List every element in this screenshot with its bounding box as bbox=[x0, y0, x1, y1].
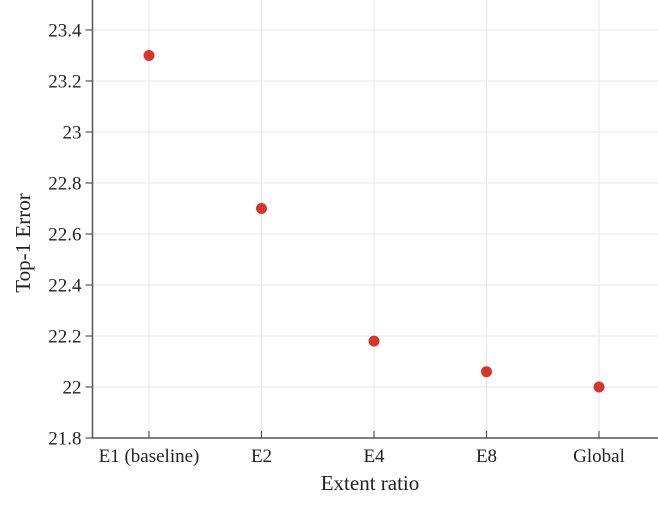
y-tick-label: 22.2 bbox=[48, 327, 81, 348]
data-point bbox=[368, 335, 380, 347]
y-tick-label: 22 bbox=[63, 378, 82, 399]
x-axis-title: Extent ratio bbox=[320, 471, 420, 495]
x-tick-label: E4 bbox=[363, 446, 385, 467]
y-axis-title: Top-1 Error bbox=[11, 193, 35, 293]
x-tick-label: Global bbox=[573, 446, 625, 467]
data-point bbox=[143, 50, 155, 61]
y-tick-label: 22.6 bbox=[48, 225, 81, 246]
data-point bbox=[481, 366, 492, 378]
data-point bbox=[593, 381, 605, 393]
x-tick-label: E2 bbox=[251, 446, 272, 467]
y-tick-label: 23.4 bbox=[48, 21, 82, 42]
x-tick-label: E1 (baseline) bbox=[99, 446, 200, 467]
y-tick-label: 23 bbox=[63, 123, 82, 144]
y-tick-label: 21.8 bbox=[48, 429, 81, 450]
y-tick-label: 22.8 bbox=[48, 174, 81, 195]
x-tick-label: E8 bbox=[476, 446, 497, 467]
y-tick-label: 22.4 bbox=[48, 276, 82, 297]
y-tick-label: 23.2 bbox=[48, 72, 81, 93]
data-point bbox=[256, 203, 267, 214]
